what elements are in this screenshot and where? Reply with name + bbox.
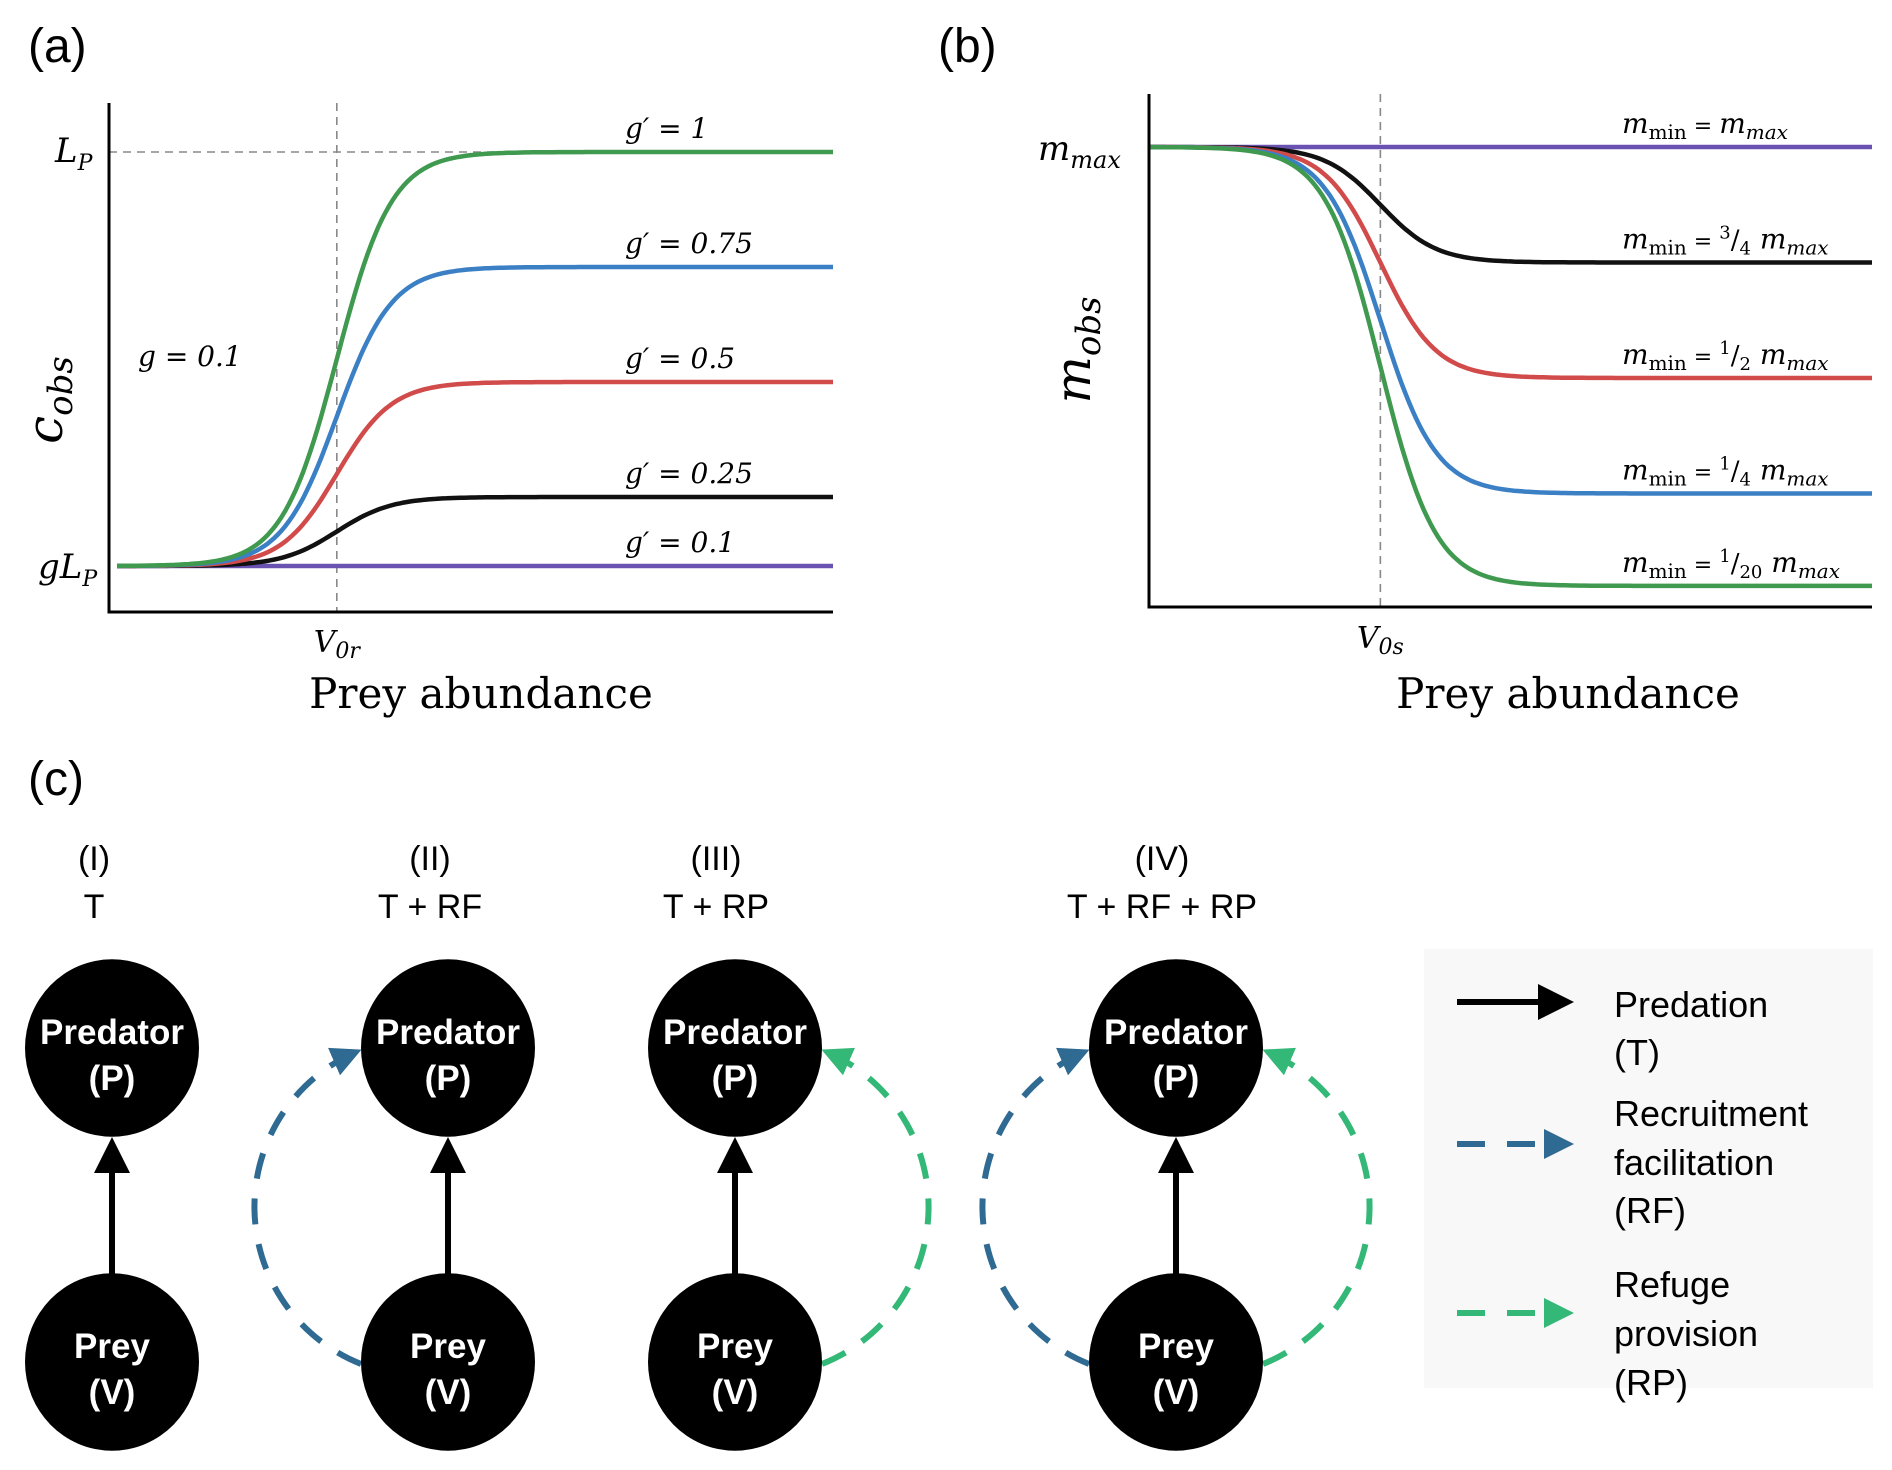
legend-label-rf: facilitation bbox=[1614, 1142, 1774, 1183]
prey-node bbox=[361, 1273, 535, 1451]
legend-label-rp: provision bbox=[1614, 1313, 1758, 1354]
rp-arrow bbox=[1261, 1047, 1373, 1367]
annotation-g: g = 0.1 bbox=[138, 340, 242, 373]
series-label: mmin = 1/20 mmax bbox=[1622, 546, 1840, 583]
predator-node bbox=[1089, 959, 1263, 1137]
series-label: g′ = 0.25 bbox=[625, 457, 753, 490]
chart-a: g′ = 1 g′ = 0.75 g′ = 0.5 g′ = 0.25 g′ = 0.1… bbox=[16, 103, 833, 718]
series-label: mmin = 1/4 mmax bbox=[1622, 454, 1829, 491]
predator-node-label: Predator bbox=[1104, 1013, 1248, 1052]
panel-label-b: (b) bbox=[938, 20, 997, 73]
series-label: mmin = mmax bbox=[1622, 107, 1788, 144]
prey-node-label: Prey bbox=[697, 1327, 773, 1366]
y-tick-mmax: mmax bbox=[1038, 129, 1121, 174]
axes-a bbox=[107, 103, 833, 614]
series-line bbox=[117, 264, 833, 569]
legend-label-predation: Predation bbox=[1614, 984, 1768, 1025]
diagram-legend: Predation (T) Recruitment facilitation (RF) R… bbox=[1424, 949, 1873, 1403]
prey-node-label: Prey bbox=[74, 1327, 150, 1366]
predator-node-symbol: (P) bbox=[1153, 1059, 1200, 1098]
scenario-id: (II) bbox=[409, 840, 451, 878]
scenario-3: (III) T + RP Predator (P) Prey (V) bbox=[648, 840, 932, 1451]
series-label: mmin = 3/4 mmax bbox=[1622, 223, 1829, 260]
chart-b: mmin = mmax mmin = 3/4 mmax mmin = 1/2 mma… bbox=[1038, 94, 1872, 718]
scenario-title: T + RF + RP bbox=[1067, 888, 1257, 926]
legend-label-rp: (RP) bbox=[1614, 1362, 1688, 1403]
scenario-title: T bbox=[84, 888, 105, 926]
axes-b bbox=[1147, 94, 1872, 609]
x-marker-v0s: V0s bbox=[1357, 621, 1404, 660]
scenario-1: (I) T Predator (P) Prey (V) bbox=[25, 840, 199, 1451]
interaction-diagram: (I) T Predator (P) Prey (V) (II) T + RF Predator… bbox=[25, 840, 1373, 1451]
y-tick-lp: LP bbox=[54, 131, 94, 176]
predator-node bbox=[25, 959, 199, 1137]
series-line bbox=[116, 149, 833, 569]
series-label: g′ = 0.75 bbox=[625, 227, 753, 260]
legend-label-rp: Refuge bbox=[1614, 1264, 1730, 1305]
predator-node-symbol: (P) bbox=[712, 1059, 759, 1098]
y-axis-label-a: cobs bbox=[16, 356, 81, 444]
y-tick-glp: gLP bbox=[38, 547, 98, 592]
legend-label-predation: (T) bbox=[1614, 1032, 1660, 1073]
series-label: mmin = 1/2 mmax bbox=[1622, 338, 1829, 375]
scenario-id: (III) bbox=[691, 840, 742, 878]
rf-arrow bbox=[979, 1047, 1091, 1367]
rf-arrow bbox=[251, 1047, 363, 1367]
scenario-4: (IV) T + RF + RP Predator (P) Prey (V) bbox=[979, 840, 1373, 1451]
legend-box bbox=[1424, 949, 1873, 1388]
series-line bbox=[1149, 144, 1872, 589]
predator-node-label: Predator bbox=[40, 1013, 184, 1052]
rp-arrow bbox=[820, 1047, 932, 1367]
series-label: g′ = 1 bbox=[625, 112, 708, 145]
predator-node-label: Predator bbox=[376, 1013, 520, 1052]
panel-label-a: (a) bbox=[28, 20, 87, 73]
scenario-2: (II) T + RF Predator (P) Prey (V) bbox=[251, 840, 535, 1451]
scenario-id: (IV) bbox=[1135, 840, 1190, 878]
prey-node-symbol: (V) bbox=[1153, 1373, 1200, 1412]
prey-node-symbol: (V) bbox=[712, 1373, 759, 1412]
panel-label-c: (c) bbox=[28, 753, 84, 806]
prey-node bbox=[25, 1273, 199, 1451]
x-marker-v0r: V0r bbox=[314, 625, 362, 664]
x-axis-label-b: Prey abundance bbox=[1396, 669, 1740, 718]
series-label: g′ = 0.5 bbox=[625, 342, 735, 375]
scenario-title: T + RP bbox=[663, 888, 769, 926]
series-line bbox=[117, 494, 833, 569]
prey-node-label: Prey bbox=[1138, 1327, 1214, 1366]
prey-node bbox=[648, 1273, 822, 1451]
predator-node-symbol: (P) bbox=[425, 1059, 472, 1098]
predator-node bbox=[361, 959, 535, 1137]
series-line bbox=[117, 379, 833, 569]
x-axis-label-a: Prey abundance bbox=[309, 669, 653, 718]
predator-node-label: Predator bbox=[663, 1013, 807, 1052]
legend-label-rf: Recruitment bbox=[1614, 1093, 1808, 1134]
series-label: g′ = 0.1 bbox=[625, 526, 735, 559]
predator-node-symbol: (P) bbox=[89, 1059, 136, 1098]
y-axis-label-b: mobs bbox=[1044, 296, 1109, 403]
prey-node-symbol: (V) bbox=[425, 1373, 472, 1412]
prey-node-symbol: (V) bbox=[89, 1373, 136, 1412]
legend-label-rf: (RF) bbox=[1614, 1190, 1686, 1231]
scenario-title: T + RF bbox=[378, 888, 482, 926]
scenario-id: (I) bbox=[78, 840, 110, 878]
prey-node-label: Prey bbox=[410, 1327, 486, 1366]
predator-node bbox=[648, 959, 822, 1137]
series-line bbox=[1149, 144, 1872, 496]
prey-node bbox=[1089, 1273, 1263, 1451]
